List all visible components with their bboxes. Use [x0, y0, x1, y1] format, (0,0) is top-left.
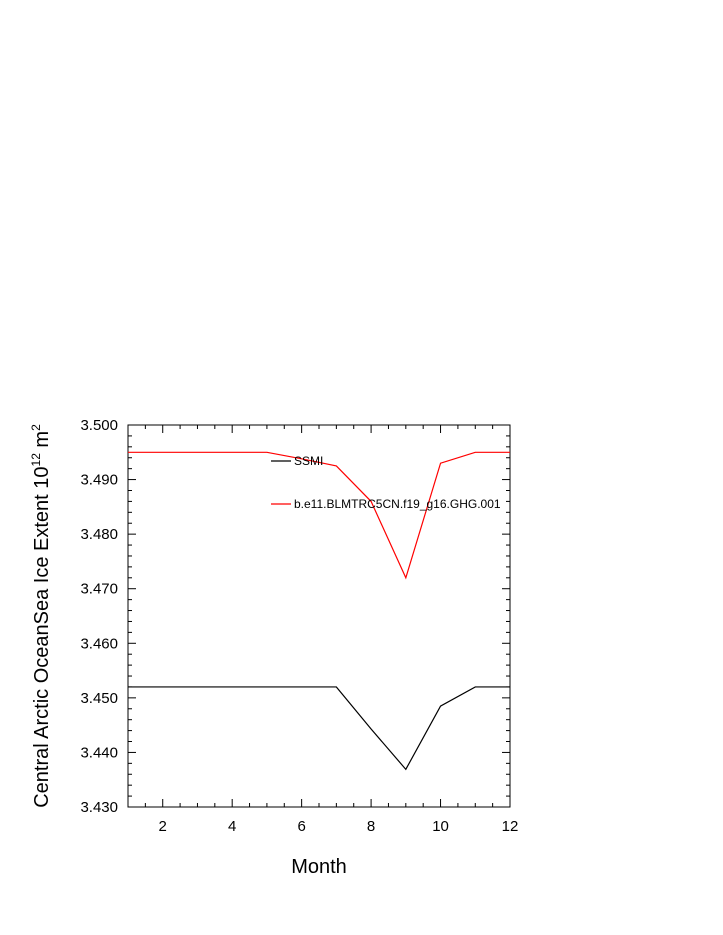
y-axis-title-unit: m	[31, 431, 53, 453]
x-tick-label: 6	[297, 818, 305, 835]
y-tick-label: 3.500	[80, 417, 118, 434]
y-tick-label: 3.440	[80, 744, 118, 761]
plot-frame	[127, 424, 511, 808]
y-axis-title-exponent-1: 12	[29, 453, 43, 467]
y-tick-label: 3.450	[80, 690, 118, 707]
x-tick-label: 8	[367, 818, 375, 835]
y-tick-label: 3.430	[80, 799, 118, 816]
y-tick-label: 3.460	[80, 635, 118, 652]
x-tick-label: 4	[228, 818, 236, 835]
x-tick-label: 2	[159, 818, 167, 835]
y-axis-title-exponent-2: 2	[29, 424, 43, 431]
series-line-1	[128, 686, 510, 771]
y-tick-label: 3.470	[80, 581, 118, 598]
y-tick-label: 3.490	[80, 472, 118, 489]
series-line-2	[128, 451, 510, 580]
y-tick-label: 3.480	[80, 526, 118, 543]
y-axis-title: Central Arctic OceanSea Ice Extent 1012 …	[29, 424, 53, 808]
x-axis-title: Month	[291, 856, 347, 878]
plot-area: 2 4 6 8 10 12 3.430 3.440 3.450 3.460 3.470 3.480 3.…	[80, 417, 518, 835]
svg-text:Central Arctic OceanSea Ice Ex: Central Arctic OceanSea Ice Extent 1012 …	[29, 424, 53, 808]
x-tick-label: 12	[502, 818, 519, 835]
x-tick-label: 10	[432, 818, 449, 835]
legend-label-2: b.e11.BLMTRC5CN.f19_g16.GHG.001	[294, 497, 501, 511]
legend-label-1: SSMI	[294, 454, 323, 468]
y-axis-title-prefix: Central Arctic OceanSea Ice Extent 10	[31, 466, 53, 807]
